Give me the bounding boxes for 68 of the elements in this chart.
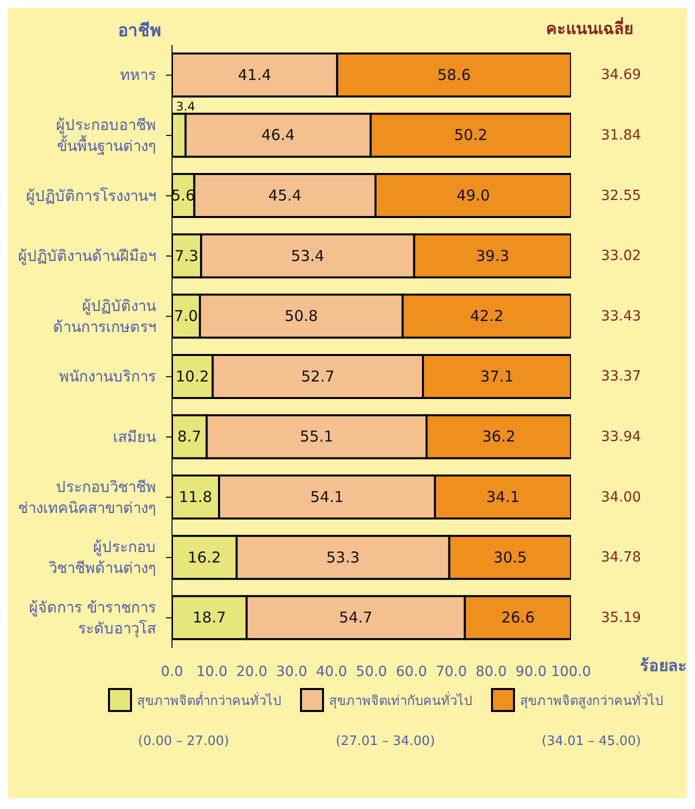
y-tick-label: ผู้ปฏิบัติการโรงงานฯ (26, 186, 156, 205)
y-tick-label: ผู้ปฏิบัติงาน ด้านการเกษตรฯ (53, 296, 156, 336)
y-tick-label: พนักงานบริการ (59, 368, 156, 386)
data-label: 26.6 (501, 608, 535, 627)
y-axis-title: อาชีพ (118, 20, 161, 43)
x-tick-label: 0.0 (160, 664, 184, 680)
data-label: 36.2 (482, 428, 516, 446)
data-label: 42.2 (470, 307, 504, 326)
data-label: 10.2 (176, 367, 210, 386)
x-tick-label: 10.0 (196, 664, 228, 680)
y-tick-label: ผู้ประกอบ วิชาชีพด้านต่างๆ (48, 538, 156, 578)
x-axis-title: ร้อยละ (640, 655, 687, 677)
y-tick-label: ผู้ประกอบอาชีพ ขั้นพื้นฐานต่างๆ (56, 116, 156, 155)
data-label: 37.1 (480, 367, 514, 386)
text: 32.55 (600, 188, 642, 204)
text: 33.02 (600, 248, 642, 264)
text: 33.94 (600, 428, 642, 445)
x-tick-label: 60.0 (396, 664, 427, 680)
data-label: 46.4 (261, 126, 295, 144)
data-label: 53.4 (290, 246, 324, 265)
text: 34.69 (600, 67, 642, 84)
text: 34.78 (600, 550, 642, 566)
y2-axis-title: คะแนนเฉลี่ย (546, 16, 633, 40)
data-label: 34.1 (486, 488, 520, 506)
data-label: 45.4 (268, 186, 302, 205)
data-label: 54.7 (339, 608, 372, 627)
text: 34.00 (600, 489, 642, 506)
data-label: 41.4 (238, 66, 272, 84)
data-label: 3.4 (176, 100, 196, 114)
data-label: 58.6 (437, 66, 471, 84)
data-label: 7.0 (174, 307, 198, 326)
y-tick-label: เสมียน (113, 428, 156, 446)
legend-label: สุขภาพจิตต่ำกว่าคนทั่วไป (137, 690, 281, 710)
x-tick-label: 50.0 (356, 664, 388, 680)
y-tick-label: ผู้จัดการ ข้าราชการ ระดับอาวุโส (29, 598, 156, 638)
data-label: 50.8 (284, 307, 318, 326)
y-tick-label: ทหาร (120, 66, 156, 84)
data-label: 55.1 (300, 428, 334, 446)
data-label: 18.7 (192, 608, 226, 627)
x-tick-label: 70.0 (436, 664, 467, 680)
text: 35.19 (600, 610, 642, 626)
x-tick-label: 20.0 (236, 664, 268, 680)
data-label: 50.2 (454, 126, 488, 144)
data-label: 7.3 (174, 246, 198, 265)
data-label: 53.3 (326, 548, 360, 566)
text: (27.01 – 34.00) (336, 734, 436, 749)
data-label: 39.3 (476, 246, 510, 265)
x-tick-label: 90.0 (516, 664, 547, 680)
x-tick-label: 40.0 (316, 664, 348, 680)
text: 33.37 (600, 368, 642, 385)
data-label: 11.8 (178, 488, 212, 506)
legend-label: สุขภาพจิตเท่ากับคนทั่วไป (329, 690, 472, 710)
legend-label: สุขภาพจิตสูงกว่าคนทั่วไป (520, 690, 663, 710)
data-label: 30.5 (493, 548, 527, 566)
data-label: 16.2 (188, 548, 222, 566)
text: (0.00 – 27.00) (138, 734, 230, 749)
x-tick-label: 100.0 (550, 664, 592, 680)
text: 31.84 (600, 127, 642, 144)
x-tick-label: 80.0 (476, 664, 507, 680)
x-tick-label: 30.0 (276, 664, 308, 680)
text: 33.43 (600, 308, 642, 324)
data-label: 52.7 (301, 367, 335, 386)
text: (34.01 – 45.00) (542, 734, 641, 749)
y-tick-label: ประกอบวิชาชีพ ช่างเทคนิคสาขาต่างๆ (18, 478, 156, 517)
data-label: 8.7 (177, 428, 202, 446)
data-label: 49.0 (456, 186, 490, 205)
data-label: 54.1 (310, 488, 344, 506)
y-tick-label: ผู้ปฏิบัติงานด้านฝีมือฯ (18, 247, 156, 266)
